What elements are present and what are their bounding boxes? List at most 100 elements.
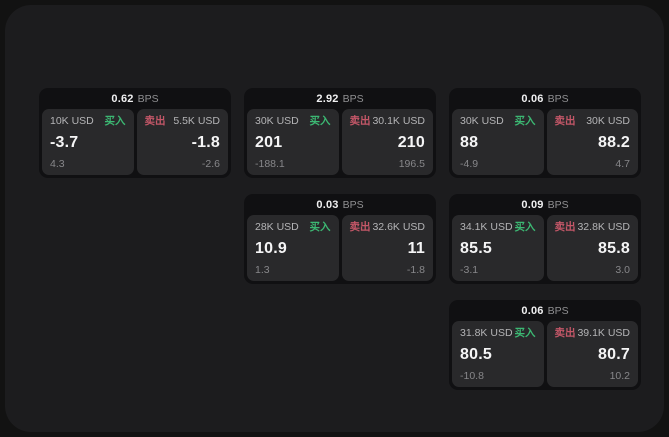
buy-amount: 31.8K USD [460, 327, 513, 339]
sell-quote-panel[interactable]: 卖出 30K USD 88.2 4.7 [546, 109, 638, 175]
bps-unit-label: BPS [547, 304, 569, 317]
sell-price: 85.8 [598, 239, 630, 257]
buy-change: -10.8 [460, 369, 484, 382]
buy-panel-top: 28K USD 买入 [255, 222, 331, 233]
sell-amount: 30K USD [586, 115, 630, 127]
quote-card: 0.62 BPS 10K USD 买入 -3.7 4.3 卖出 5.5K USD [39, 88, 231, 178]
sell-change: 10.2 [609, 369, 630, 382]
buy-quote-panel[interactable]: 10K USD 买入 -3.7 4.3 [42, 109, 134, 175]
sell-price: 88.2 [598, 133, 630, 151]
quote-card: 0.06 BPS 31.8K USD 买入 80.5 -10.8 卖出 39.1… [449, 300, 641, 390]
quote-panels: 30K USD 买入 201 -188.1 卖出 30.1K USD 210 1… [247, 109, 433, 175]
quote-panels: 28K USD 买入 10.9 1.3 卖出 32.6K USD 11 -1.8 [247, 215, 433, 281]
sell-panel-top: 卖出 32.8K USD [555, 222, 631, 233]
app-surface: 0.62 BPS 10K USD 买入 -3.7 4.3 卖出 5.5K USD [5, 5, 664, 432]
buy-amount: 34.1K USD [460, 221, 513, 233]
sell-amount: 5.5K USD [173, 115, 220, 127]
buy-change: 4.3 [50, 157, 65, 170]
buy-price: 80.5 [460, 345, 492, 363]
sell-price: -1.8 [191, 133, 220, 151]
sell-side-label: 卖出 [144, 115, 166, 127]
sell-quote-panel[interactable]: 卖出 32.8K USD 85.8 3.0 [546, 215, 638, 281]
sell-side-label: 卖出 [554, 115, 576, 127]
bps-unit-label: BPS [547, 92, 569, 105]
buy-price: 201 [255, 133, 283, 151]
buy-quote-panel[interactable]: 28K USD 买入 10.9 1.3 [247, 215, 339, 281]
bps-value: 0.03 [316, 198, 339, 211]
sell-change: 196.5 [398, 157, 425, 170]
sell-change: 4.7 [615, 157, 630, 170]
buy-price: -3.7 [50, 133, 79, 151]
sell-amount: 30.1K USD [372, 115, 425, 127]
quote-panels: 31.8K USD 买入 80.5 -10.8 卖出 39.1K USD 80.… [452, 321, 638, 387]
sell-panel-top: 卖出 30K USD [555, 116, 631, 127]
bps-header: 2.92 BPS [247, 88, 433, 109]
sell-amount: 32.6K USD [372, 221, 425, 233]
buy-quote-panel[interactable]: 34.1K USD 买入 85.5 -3.1 [452, 215, 544, 281]
sell-amount: 39.1K USD [577, 327, 630, 339]
buy-amount: 30K USD [255, 115, 299, 127]
bps-header: 0.09 BPS [452, 194, 638, 215]
buy-panel-top: 34.1K USD 买入 [460, 222, 536, 233]
quote-card: 0.09 BPS 34.1K USD 买入 85.5 -3.1 卖出 32.8K… [449, 194, 641, 284]
bps-value: 2.92 [316, 92, 339, 105]
buy-panel-top: 10K USD 买入 [50, 116, 126, 127]
bps-header: 0.06 BPS [452, 88, 638, 109]
sell-quote-panel[interactable]: 卖出 5.5K USD -1.8 -2.6 [136, 109, 228, 175]
sell-panel-top: 卖出 5.5K USD [145, 116, 221, 127]
bps-value: 0.06 [521, 304, 544, 317]
buy-panel-top: 31.8K USD 买入 [460, 328, 536, 339]
sell-side-label: 卖出 [349, 221, 371, 233]
sell-side-label: 卖出 [554, 221, 576, 233]
quote-panels: 10K USD 买入 -3.7 4.3 卖出 5.5K USD -1.8 -2.… [42, 109, 228, 175]
buy-price: 88 [460, 133, 479, 151]
quote-panels: 30K USD 买入 88 -4.9 卖出 30K USD 88.2 4.7 [452, 109, 638, 175]
sell-quote-panel[interactable]: 卖出 30.1K USD 210 196.5 [341, 109, 433, 175]
sell-amount: 32.8K USD [577, 221, 630, 233]
buy-side-label: 买入 [309, 221, 331, 233]
sell-panel-top: 卖出 30.1K USD [350, 116, 426, 127]
sell-side-label: 卖出 [349, 115, 371, 127]
sell-change: -1.8 [406, 263, 425, 276]
buy-quote-panel[interactable]: 30K USD 买入 88 -4.9 [452, 109, 544, 175]
bps-unit-label: BPS [342, 198, 364, 211]
sell-price: 11 [407, 239, 425, 257]
quote-panels: 34.1K USD 买入 85.5 -3.1 卖出 32.8K USD 85.8… [452, 215, 638, 281]
buy-side-label: 买入 [104, 115, 126, 127]
buy-price: 85.5 [460, 239, 492, 257]
quote-card: 2.92 BPS 30K USD 买入 201 -188.1 卖出 30.1K … [244, 88, 436, 178]
buy-change: 1.3 [255, 263, 270, 276]
buy-panel-top: 30K USD 买入 [460, 116, 536, 127]
bps-unit-label: BPS [137, 92, 159, 105]
bps-unit-label: BPS [342, 92, 364, 105]
buy-amount: 10K USD [50, 115, 94, 127]
sell-price: 80.7 [598, 345, 630, 363]
sell-change: -2.6 [201, 157, 220, 170]
sell-price: 210 [397, 133, 425, 151]
buy-price: 10.9 [255, 239, 287, 257]
buy-change: -188.1 [255, 157, 285, 170]
sell-quote-panel[interactable]: 卖出 39.1K USD 80.7 10.2 [546, 321, 638, 387]
sell-quote-panel[interactable]: 卖出 32.6K USD 11 -1.8 [341, 215, 433, 281]
bps-value: 0.06 [521, 92, 544, 105]
buy-quote-panel[interactable]: 30K USD 买入 201 -188.1 [247, 109, 339, 175]
buy-side-label: 买入 [514, 327, 536, 339]
buy-side-label: 买入 [514, 115, 536, 127]
buy-change: -3.1 [460, 263, 479, 276]
sell-side-label: 卖出 [554, 327, 576, 339]
bps-value: 0.09 [521, 198, 544, 211]
bps-value: 0.62 [111, 92, 134, 105]
bps-header: 0.03 BPS [247, 194, 433, 215]
bps-unit-label: BPS [547, 198, 569, 211]
buy-panel-top: 30K USD 买入 [255, 116, 331, 127]
quote-card-grid: 0.62 BPS 10K USD 买入 -3.7 4.3 卖出 5.5K USD [39, 88, 641, 390]
buy-quote-panel[interactable]: 31.8K USD 买入 80.5 -10.8 [452, 321, 544, 387]
buy-amount: 28K USD [255, 221, 299, 233]
quote-card: 0.03 BPS 28K USD 买入 10.9 1.3 卖出 32.6K US… [244, 194, 436, 284]
quote-card: 0.06 BPS 30K USD 买入 88 -4.9 卖出 30K USD [449, 88, 641, 178]
bps-header: 0.06 BPS [452, 300, 638, 321]
sell-panel-top: 卖出 32.6K USD [350, 222, 426, 233]
sell-panel-top: 卖出 39.1K USD [555, 328, 631, 339]
buy-side-label: 买入 [309, 115, 331, 127]
buy-change: -4.9 [460, 157, 479, 170]
